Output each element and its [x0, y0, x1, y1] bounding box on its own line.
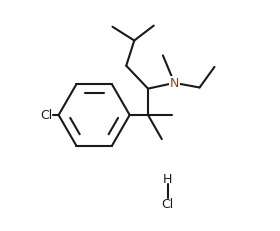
Text: Cl: Cl	[161, 197, 174, 210]
Text: N: N	[170, 77, 179, 90]
Text: Cl: Cl	[40, 109, 52, 122]
Text: H: H	[163, 172, 172, 185]
